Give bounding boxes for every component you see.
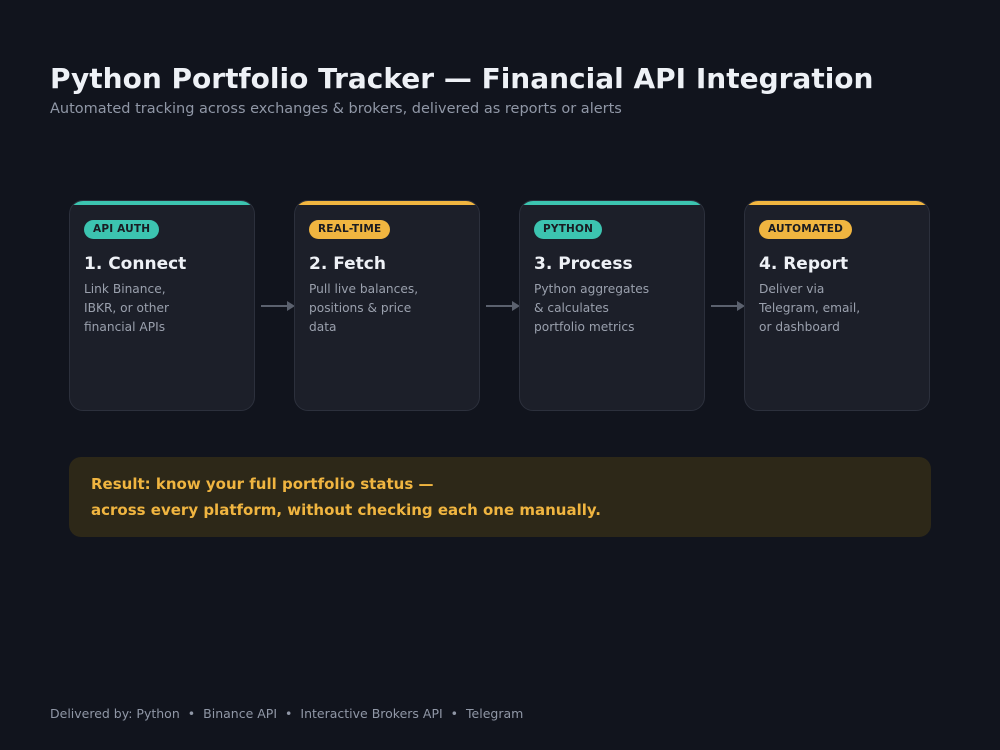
step-description-line: Python aggregates xyxy=(534,282,650,296)
step-description-line: positions & price xyxy=(309,301,412,315)
card-accent-bar xyxy=(295,201,479,205)
step-card-fetch: REAL-TIME 2. Fetch Pull live balances, p… xyxy=(294,200,480,411)
step-description-line: financial APIs xyxy=(84,320,166,334)
result-line: across every platform, without checking … xyxy=(91,501,601,519)
footer-item: Interactive Brokers API xyxy=(300,706,443,721)
step-badge: REAL-TIME xyxy=(309,220,391,239)
footer-prefix: Delivered by: xyxy=(50,706,137,721)
step-title: 2. Fetch xyxy=(309,254,386,274)
step-description-line: IBKR, or other xyxy=(84,301,169,315)
step-description-line: portfolio metrics xyxy=(534,320,635,334)
step-description: Link Binance, IBKR, or other financial A… xyxy=(84,280,214,337)
card-accent-bar xyxy=(520,201,704,205)
step-description-line: Pull live balances, xyxy=(309,282,419,296)
step-badge: API AUTH xyxy=(84,220,160,239)
step-description-line: data xyxy=(309,320,337,334)
footer-item: Binance API xyxy=(203,706,278,721)
step-card-report: AUTOMATED 4. Report Deliver via Telegram… xyxy=(744,200,930,411)
footer-separator: • xyxy=(450,706,459,721)
step-badge: AUTOMATED xyxy=(759,220,853,239)
step-description-line: Deliver via xyxy=(759,282,825,296)
step-description: Deliver via Telegram, email, or dashboar… xyxy=(759,280,889,337)
arrow-right-icon xyxy=(711,301,745,311)
card-accent-bar xyxy=(745,201,929,205)
footer-separator: • xyxy=(187,706,196,721)
footer-credits: Delivered by: Python • Binance API • Interac… xyxy=(50,706,523,722)
step-description-line: Link Binance, xyxy=(84,282,166,296)
footer-separator: • xyxy=(285,706,293,721)
step-title: 3. Process xyxy=(534,254,633,274)
step-description-line: or dashboard xyxy=(759,320,840,334)
step-description-line: Telegram, email, xyxy=(759,301,861,315)
arrow-right-icon xyxy=(486,301,520,311)
step-description: Python aggregates & calculates portfolio… xyxy=(534,280,664,337)
step-badge: PYTHON xyxy=(534,220,603,239)
footer-item: Python xyxy=(136,706,180,721)
step-card-process: PYTHON 3. Process Python aggregates & ca… xyxy=(519,200,705,411)
result-line: Result: know your full portfolio status … xyxy=(91,475,434,493)
step-description: Pull live balances, positions & price da… xyxy=(309,280,439,337)
result-callout: Result: know your full portfolio status … xyxy=(69,457,931,537)
page-subtitle: Automated tracking across exchanges & br… xyxy=(50,101,622,117)
step-title: 4. Report xyxy=(759,254,849,274)
arrow-right-icon xyxy=(261,301,295,311)
page-title: Python Portfolio Tracker — Financial API… xyxy=(50,62,874,95)
footer-item: Telegram xyxy=(466,706,524,721)
step-description-line: & calculates xyxy=(534,301,609,315)
step-card-connect: API AUTH 1. Connect Link Binance, IBKR, … xyxy=(69,200,255,411)
step-title: 1. Connect xyxy=(84,254,187,274)
card-accent-bar xyxy=(70,201,254,205)
